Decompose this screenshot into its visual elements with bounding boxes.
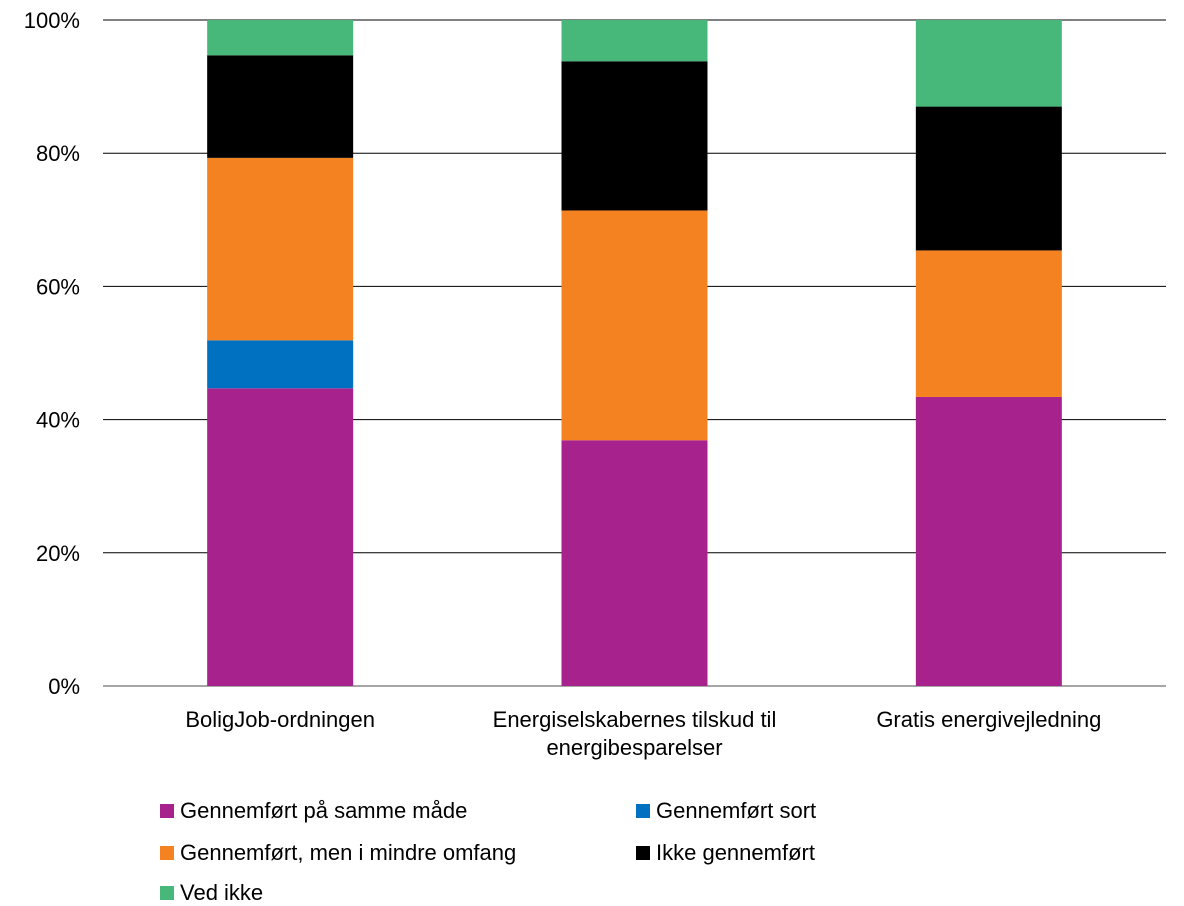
legend-item: Gennemført på samme måde [160, 798, 467, 824]
bar-segment [561, 20, 708, 62]
bar-segment [561, 210, 708, 441]
legend-item: Gennemført, men i mindre omfang [160, 840, 516, 866]
y-tick-label: 0% [48, 674, 80, 699]
bar-segment [561, 61, 708, 211]
bar-segment [207, 157, 354, 341]
legend-swatch [160, 846, 174, 860]
legend-swatch [636, 804, 650, 818]
x-category-label: Gratis energivejledning [876, 707, 1101, 732]
bar-segment [915, 106, 1062, 251]
legend-swatch [636, 846, 650, 860]
bar-segment [915, 396, 1062, 686]
legend-label: Ved ikke [180, 880, 264, 905]
legend-label: Ikke gennemført [656, 840, 815, 865]
legend-label: Gennemført, men i mindre omfang [180, 840, 517, 865]
legend-label: Gennemført sort [656, 798, 817, 823]
bar-segment [207, 388, 354, 686]
legend-swatch [160, 804, 174, 818]
legend-item: Gennemført sort [636, 798, 816, 824]
legend-item: Ikke gennemført [636, 840, 815, 866]
x-axis: BoligJob-ordningen Energiselskabernes til… [185, 707, 1101, 760]
bar-segment [915, 20, 1062, 107]
x-category-label: BoligJob-ordningen [185, 707, 375, 732]
y-tick-label: 60% [36, 274, 80, 299]
bars [207, 20, 1062, 686]
y-tick-label: 40% [36, 408, 80, 433]
bar-segment [561, 440, 708, 686]
legend-swatch [160, 886, 174, 900]
bar-segment [207, 55, 354, 158]
legend-item: Ved ikke [160, 880, 263, 906]
bar-segment [207, 340, 354, 389]
bar-segment [207, 20, 354, 56]
y-axis: 0% 20% 40% 60% 80% 100% [24, 8, 80, 699]
y-tick-label: 100% [24, 8, 80, 33]
y-tick-label: 80% [36, 141, 80, 166]
y-tick-label: 20% [36, 541, 80, 566]
legend-label: Gennemført på samme måde [180, 798, 468, 823]
x-category-label: Energiselskabernes tilskud til energibesp… [493, 707, 777, 760]
bar-segment [915, 250, 1062, 397]
